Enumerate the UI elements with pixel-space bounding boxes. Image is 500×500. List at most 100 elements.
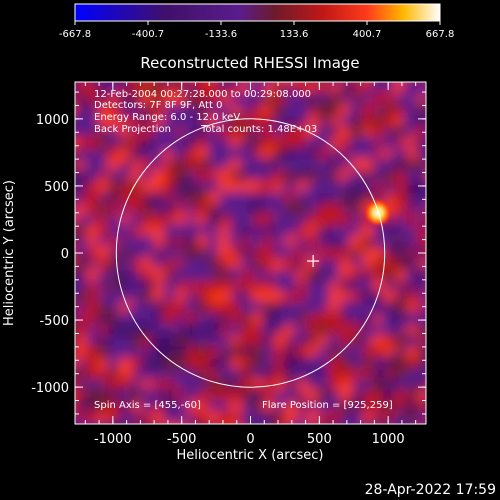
- annotations: 12-Feb-2004 00:27:28.000 to 00:29:08.000…: [94, 89, 393, 411]
- heatmap-cell: [207, 424, 225, 444]
- heatmap-cell: [428, 344, 450, 364]
- heatmap-cell: [425, 305, 426, 315]
- chart-title: Reconstructed RHESSI Image: [140, 54, 359, 72]
- colorbar-tick-label: 667.8: [426, 29, 455, 40]
- heatmap-cell: [407, 421, 426, 424]
- annotation-detectors: Detectors: 7F 8F 9F, Att 0: [94, 100, 222, 111]
- plot-area: [64, 70, 451, 457]
- y-tick-label: -500: [39, 314, 69, 329]
- heatmap-cell: [404, 436, 425, 457]
- heatmap-cell: [429, 380, 446, 399]
- heatmap-cell: [338, 421, 355, 424]
- heatmap-cell: [429, 278, 446, 296]
- heatmap-cell: [75, 136, 79, 152]
- heatmap-cell: [427, 159, 447, 176]
- heatmap-cell: [208, 434, 228, 449]
- heatmap-cell: [428, 192, 451, 209]
- y-tick-label: 500: [44, 180, 69, 195]
- heatmap-cell: [428, 326, 443, 345]
- footer-date: 28-Apr-2022 17:59: [365, 482, 496, 498]
- heatmap-cell: [427, 170, 442, 192]
- heatmap-cell: [76, 434, 94, 451]
- heatmap-cell: [428, 423, 444, 445]
- heatmap-cell: [64, 435, 80, 452]
- heatmap-cell: [75, 423, 79, 424]
- colorbar-tick-label: -133.6: [205, 29, 237, 40]
- y-tick-label: -1000: [31, 381, 69, 396]
- y-tick-labels: 1000 500 0 -500 -1000: [31, 113, 69, 396]
- heatmap-cell: [326, 410, 345, 424]
- heatmap-cell: [425, 127, 426, 141]
- heatmap-cell: [131, 422, 145, 424]
- heatmap-cell: [427, 257, 444, 272]
- heatmap-cell: [172, 267, 188, 285]
- heatmap-cell: [427, 146, 448, 164]
- heatmap-cell: [427, 389, 442, 404]
- heatmap-cell: [352, 434, 369, 452]
- colorbar-gradient: [74, 3, 441, 22]
- heatmap-cell: [415, 425, 431, 442]
- heatmap-cell: [197, 422, 215, 424]
- heatmap-cell: [426, 226, 447, 249]
- heatmap-cell: [429, 114, 451, 132]
- x-tick-label: 0: [246, 432, 254, 447]
- heatmap-cell: [271, 425, 289, 441]
- heatmap-cell: [118, 411, 135, 424]
- heatmap-cell: [353, 422, 369, 424]
- heatmap-cell: [261, 422, 275, 424]
- heatmap-cell: [429, 70, 448, 91]
- x-axis-label: Heliocentric X (arcsec): [177, 448, 324, 463]
- x-tick-label: -500: [167, 432, 197, 447]
- x-tick-labels: -1000 -500 0 500 1000: [94, 432, 405, 447]
- heatmap-cell: [425, 237, 426, 253]
- heatmap-cell: [425, 184, 426, 197]
- colorbar-tick-label: 133.6: [280, 29, 309, 40]
- heatmap-cell: [152, 435, 168, 450]
- heatmap-cell: [427, 105, 449, 127]
- heatmap-cell: [107, 421, 122, 424]
- y-tick-label: 0: [61, 247, 69, 262]
- heatmap-cell: [429, 138, 451, 160]
- colorbar-tick-label: -667.8: [59, 29, 91, 40]
- heatmap-cell: [418, 435, 437, 456]
- heatmap-cell: [426, 434, 442, 450]
- x-tick-label: 1000: [372, 432, 405, 447]
- y-tick-label: 1000: [36, 113, 69, 128]
- heatmap-cell: [428, 367, 447, 385]
- colorbar: -667.8 -400.7 -133.6 133.6 400.7 667.8: [59, 3, 454, 40]
- heatmap-cell: [427, 400, 450, 417]
- heatmap-cell: [131, 434, 152, 449]
- heatmap-cell: [361, 399, 377, 416]
- heatmap-cell: [285, 425, 303, 442]
- annotation-flare-position: Flare Position = [925,259]: [262, 400, 393, 411]
- annotation-spin-axis: Spin Axis = [455,-60]: [94, 400, 201, 411]
- colorbar-tick-label: -400.7: [132, 29, 164, 40]
- heatmap-cell: [426, 270, 445, 291]
- colorbar-ticks: -667.8 -400.7 -133.6 133.6 400.7 667.8: [59, 21, 454, 40]
- heatmap-cell: [425, 358, 426, 374]
- annotation-time: 12-Feb-2004 00:27:28.000 to 00:29:08.000: [94, 89, 311, 100]
- x-tick-label: 500: [307, 432, 332, 447]
- heatmap-cell: [428, 245, 447, 263]
- heatmap-cell: [340, 433, 359, 453]
- heatmap-cell: [219, 433, 239, 449]
- heatmap-cell: [382, 377, 399, 394]
- heatmap-cell: [428, 414, 443, 430]
- annotation-energy: Energy Range: 6.0 - 12.0 keV: [94, 112, 240, 123]
- heatmap-cell: [327, 202, 345, 219]
- heatmap-cell: [425, 314, 426, 329]
- heatmap-cell: [330, 436, 349, 456]
- heatmap-cell: [221, 423, 236, 424]
- solar-limb-circle: [115, 118, 386, 388]
- annotation-counts: Total counts: 1.48E+03: [200, 124, 317, 135]
- heatmap-cell: [253, 422, 272, 424]
- annotation-method: Back Projection: [94, 124, 171, 135]
- heatmap-cell: [425, 83, 426, 98]
- heatmap-cell: [283, 278, 302, 294]
- heatmap-cell: [142, 422, 157, 424]
- axis-tick-marks: [75, 82, 426, 424]
- heatmap-cell: [142, 435, 161, 450]
- spin-axis-marker: [307, 255, 320, 268]
- colorbar-tick-label: 400.7: [353, 29, 382, 40]
